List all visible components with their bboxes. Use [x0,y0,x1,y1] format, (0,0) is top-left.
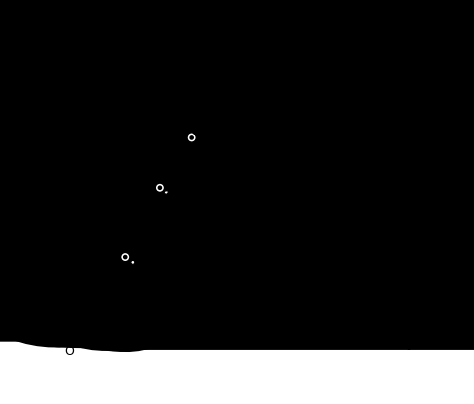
Text: x: x [213,96,219,106]
Circle shape [333,73,341,81]
Bar [255,261,324,282]
Text: Y: Y [403,339,413,353]
Text: c$_1$: c$_1$ [315,164,328,175]
Circle shape [281,73,289,81]
Circle shape [248,73,255,81]
Text: l$_1$: l$_1$ [314,156,323,169]
Text: β: β [201,108,208,118]
Text: 1$^{\rm st}$ Trailer: 1$^{\rm st}$ Trailer [116,165,172,180]
Bar [245,107,291,122]
Text: γ$_1$: γ$_1$ [167,195,180,207]
Wedge shape [267,282,276,299]
Text: a: a [357,203,363,213]
Polygon shape [346,65,351,73]
Text: y: y [215,145,222,156]
Bar [255,175,331,198]
Wedge shape [275,198,284,215]
Bar [326,176,368,190]
Text: l: l [351,209,354,219]
Text: Type I Doubles: Type I Doubles [291,55,377,67]
Text: X: X [69,41,80,55]
Text: Type II Doubles: Type II Doubles [289,105,378,118]
Polygon shape [346,114,351,122]
Text: c$_k$: c$_k$ [297,248,310,259]
Circle shape [324,73,332,81]
Circle shape [333,192,347,206]
Circle shape [281,122,289,130]
Circle shape [248,122,255,130]
Circle shape [193,130,197,135]
Text: δ: δ [215,124,221,134]
Circle shape [120,252,130,262]
Text: $k^{\rm th}$ Trailer: $k^{\rm th}$ Trailer [97,234,154,251]
Circle shape [299,73,307,81]
Polygon shape [141,183,165,213]
Circle shape [187,133,196,142]
Circle shape [131,261,135,264]
Bar [246,108,290,121]
Text: V: V [212,103,219,114]
Bar [291,118,298,121]
Bar [333,107,346,122]
Text: Tractor: Tractor [139,107,182,120]
Wedge shape [333,192,340,206]
Text: b: b [345,203,351,213]
Bar [298,57,333,73]
Circle shape [348,192,362,206]
Circle shape [124,255,127,259]
Circle shape [341,73,349,81]
Text: l$_k$: l$_k$ [294,240,304,253]
Circle shape [275,198,292,215]
Circle shape [324,122,332,130]
Circle shape [299,122,307,130]
Bar [246,59,290,72]
Circle shape [158,186,162,189]
Wedge shape [348,192,356,206]
Bar [299,59,332,72]
Bar [245,57,291,73]
Bar [298,107,333,122]
Text: O: O [65,345,74,358]
Polygon shape [106,252,130,282]
Text: d: d [372,178,379,188]
Text: f$_1$: f$_1$ [301,149,311,163]
Circle shape [333,122,341,130]
Circle shape [155,183,164,192]
Text: γ$_k$: γ$_k$ [132,264,146,276]
Bar [291,69,298,73]
Polygon shape [182,117,208,148]
Circle shape [267,282,284,299]
Text: f$_k$: f$_k$ [286,234,297,247]
Bar [333,58,346,73]
Text: o: o [196,132,203,142]
Circle shape [341,122,349,130]
Bar [299,108,332,121]
Circle shape [190,136,193,139]
Circle shape [164,190,168,194]
